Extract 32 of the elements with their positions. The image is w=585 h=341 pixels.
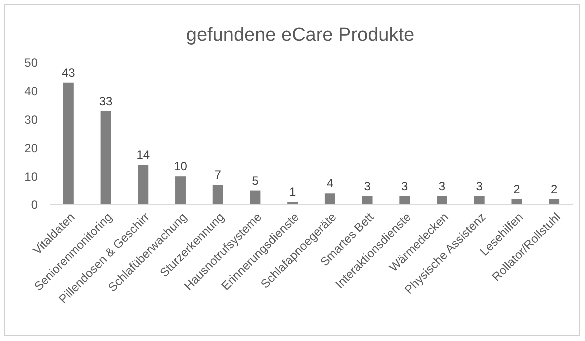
data-label: 3	[438, 179, 446, 194]
y-tick-label: 20	[24, 141, 38, 156]
data-label: 14	[136, 148, 150, 162]
data-label: 5	[252, 174, 260, 188]
data-label: 4	[326, 176, 334, 191]
data-label: 3	[476, 179, 484, 194]
bar	[400, 196, 410, 205]
bar	[138, 165, 149, 205]
bar	[437, 196, 448, 205]
data-label: 2	[514, 182, 521, 196]
data-label: 1	[289, 185, 296, 200]
y-tick-label: 40	[24, 84, 38, 99]
data-label: 3	[364, 179, 372, 194]
bar	[474, 196, 485, 205]
data-label: 7	[214, 168, 222, 182]
bar	[212, 185, 224, 205]
data-label: 2	[550, 182, 558, 196]
bar	[250, 190, 261, 205]
bar	[362, 196, 373, 205]
y-tick-label: 30	[24, 113, 38, 127]
data-label: 43	[62, 66, 76, 80]
bar	[63, 82, 74, 205]
data-label: 10	[174, 160, 188, 174]
data-label: 3	[402, 179, 409, 194]
bar	[324, 194, 336, 205]
bar	[100, 111, 112, 205]
y-tick-label: 0	[31, 198, 38, 212]
chart-title: gefundene eCare Produkte	[186, 25, 415, 46]
y-tick-label: 10	[24, 170, 38, 184]
y-tick-label: 50	[24, 56, 38, 70]
data-label: 33	[99, 94, 114, 108]
bar	[176, 176, 186, 205]
